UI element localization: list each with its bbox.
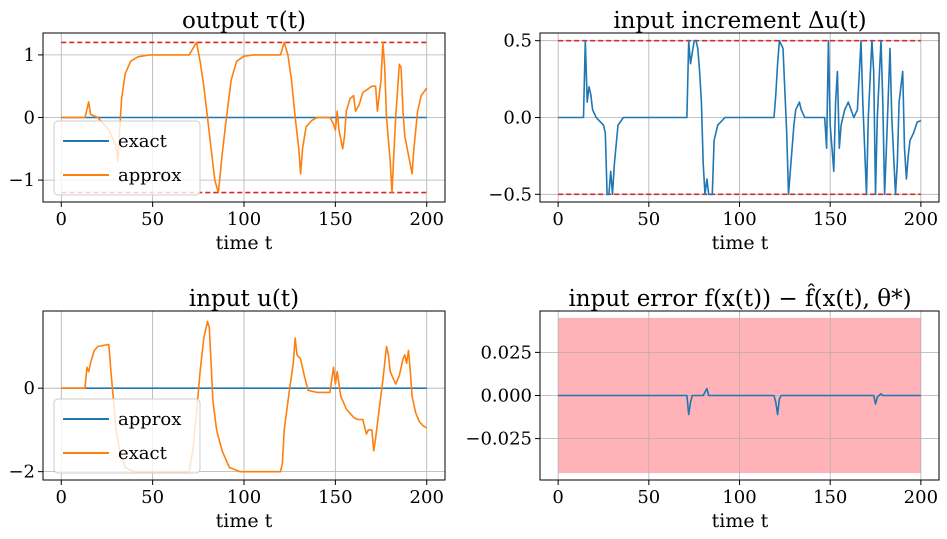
x-tick-label: 50: [637, 487, 660, 508]
x-tick-label: 150: [813, 209, 847, 230]
y-tick-label: −0.025: [465, 429, 532, 450]
series-line-error: [558, 387, 921, 416]
panel-input-increment: input increment Δu(t) time t 0 50 100 150 20…: [488, 8, 940, 254]
panel-input: input u(t) time t 0 50 100 150 200 −2 0 approx e…: [8, 286, 446, 532]
y-tick-label: −1: [8, 170, 35, 191]
x-tick-label: 100: [227, 487, 261, 508]
x-tick-label: 0: [552, 487, 563, 508]
x-axis-label: time t: [216, 232, 273, 254]
legend-box: [53, 398, 201, 474]
x-tick-label: 200: [410, 487, 444, 508]
y-tick-label: −2: [8, 462, 35, 483]
y-tick-label: 0.0: [503, 108, 532, 129]
x-axis-label: time t: [712, 232, 769, 254]
x-tick-label: 200: [904, 487, 938, 508]
panel-title: input increment Δu(t): [613, 8, 866, 34]
y-tick-label: 1: [24, 45, 35, 66]
y-tick-label: 0.025: [480, 342, 532, 363]
x-tick-label: 50: [637, 209, 660, 230]
panel-title: input u(t): [189, 286, 299, 312]
legend-label: exact: [118, 443, 168, 464]
x-axis-label: time t: [712, 510, 769, 532]
x-tick-label: 150: [318, 487, 352, 508]
panel-title: input error f(x(t)) − f̂(x(t), θ*): [568, 285, 911, 312]
series-line-increment: [558, 39, 922, 196]
legend-box: [53, 120, 201, 196]
x-tick-label: 150: [813, 487, 847, 508]
x-tick-label: 100: [722, 487, 756, 508]
legend-label: exact: [118, 131, 168, 152]
legend-label: approx: [118, 165, 181, 186]
series-line-approx: [61, 41, 428, 194]
x-tick-label: 0: [56, 487, 67, 508]
x-tick-label: 50: [141, 487, 164, 508]
y-tick-label: 0: [24, 378, 35, 399]
legend: exact approx: [53, 120, 201, 196]
y-tick-label: 0.5: [503, 31, 532, 52]
x-axis-label: time t: [216, 510, 273, 532]
x-tick-label: 200: [904, 209, 938, 230]
x-tick-label: 200: [410, 209, 444, 230]
legend-label: approx: [118, 409, 181, 430]
x-tick-label: 50: [141, 209, 164, 230]
legend: approx exact: [53, 398, 201, 474]
x-tick-label: 100: [722, 209, 756, 230]
x-tick-label: 0: [552, 209, 563, 230]
y-tick-label: −0.5: [488, 184, 532, 205]
x-tick-label: 0: [56, 209, 67, 230]
x-tick-label: 150: [318, 209, 352, 230]
panel-output: output τ(t) time t 0 50 100 150 200 −1 0 1 exact…: [8, 8, 446, 254]
x-tick-label: 100: [227, 209, 261, 230]
y-tick-label: 0.000: [480, 386, 532, 407]
panel-input-error: input error f(x(t)) − f̂(x(t), θ*) time …: [465, 285, 940, 532]
y-tick-label: 0: [24, 108, 35, 129]
panel-title: output τ(t): [182, 8, 306, 34]
